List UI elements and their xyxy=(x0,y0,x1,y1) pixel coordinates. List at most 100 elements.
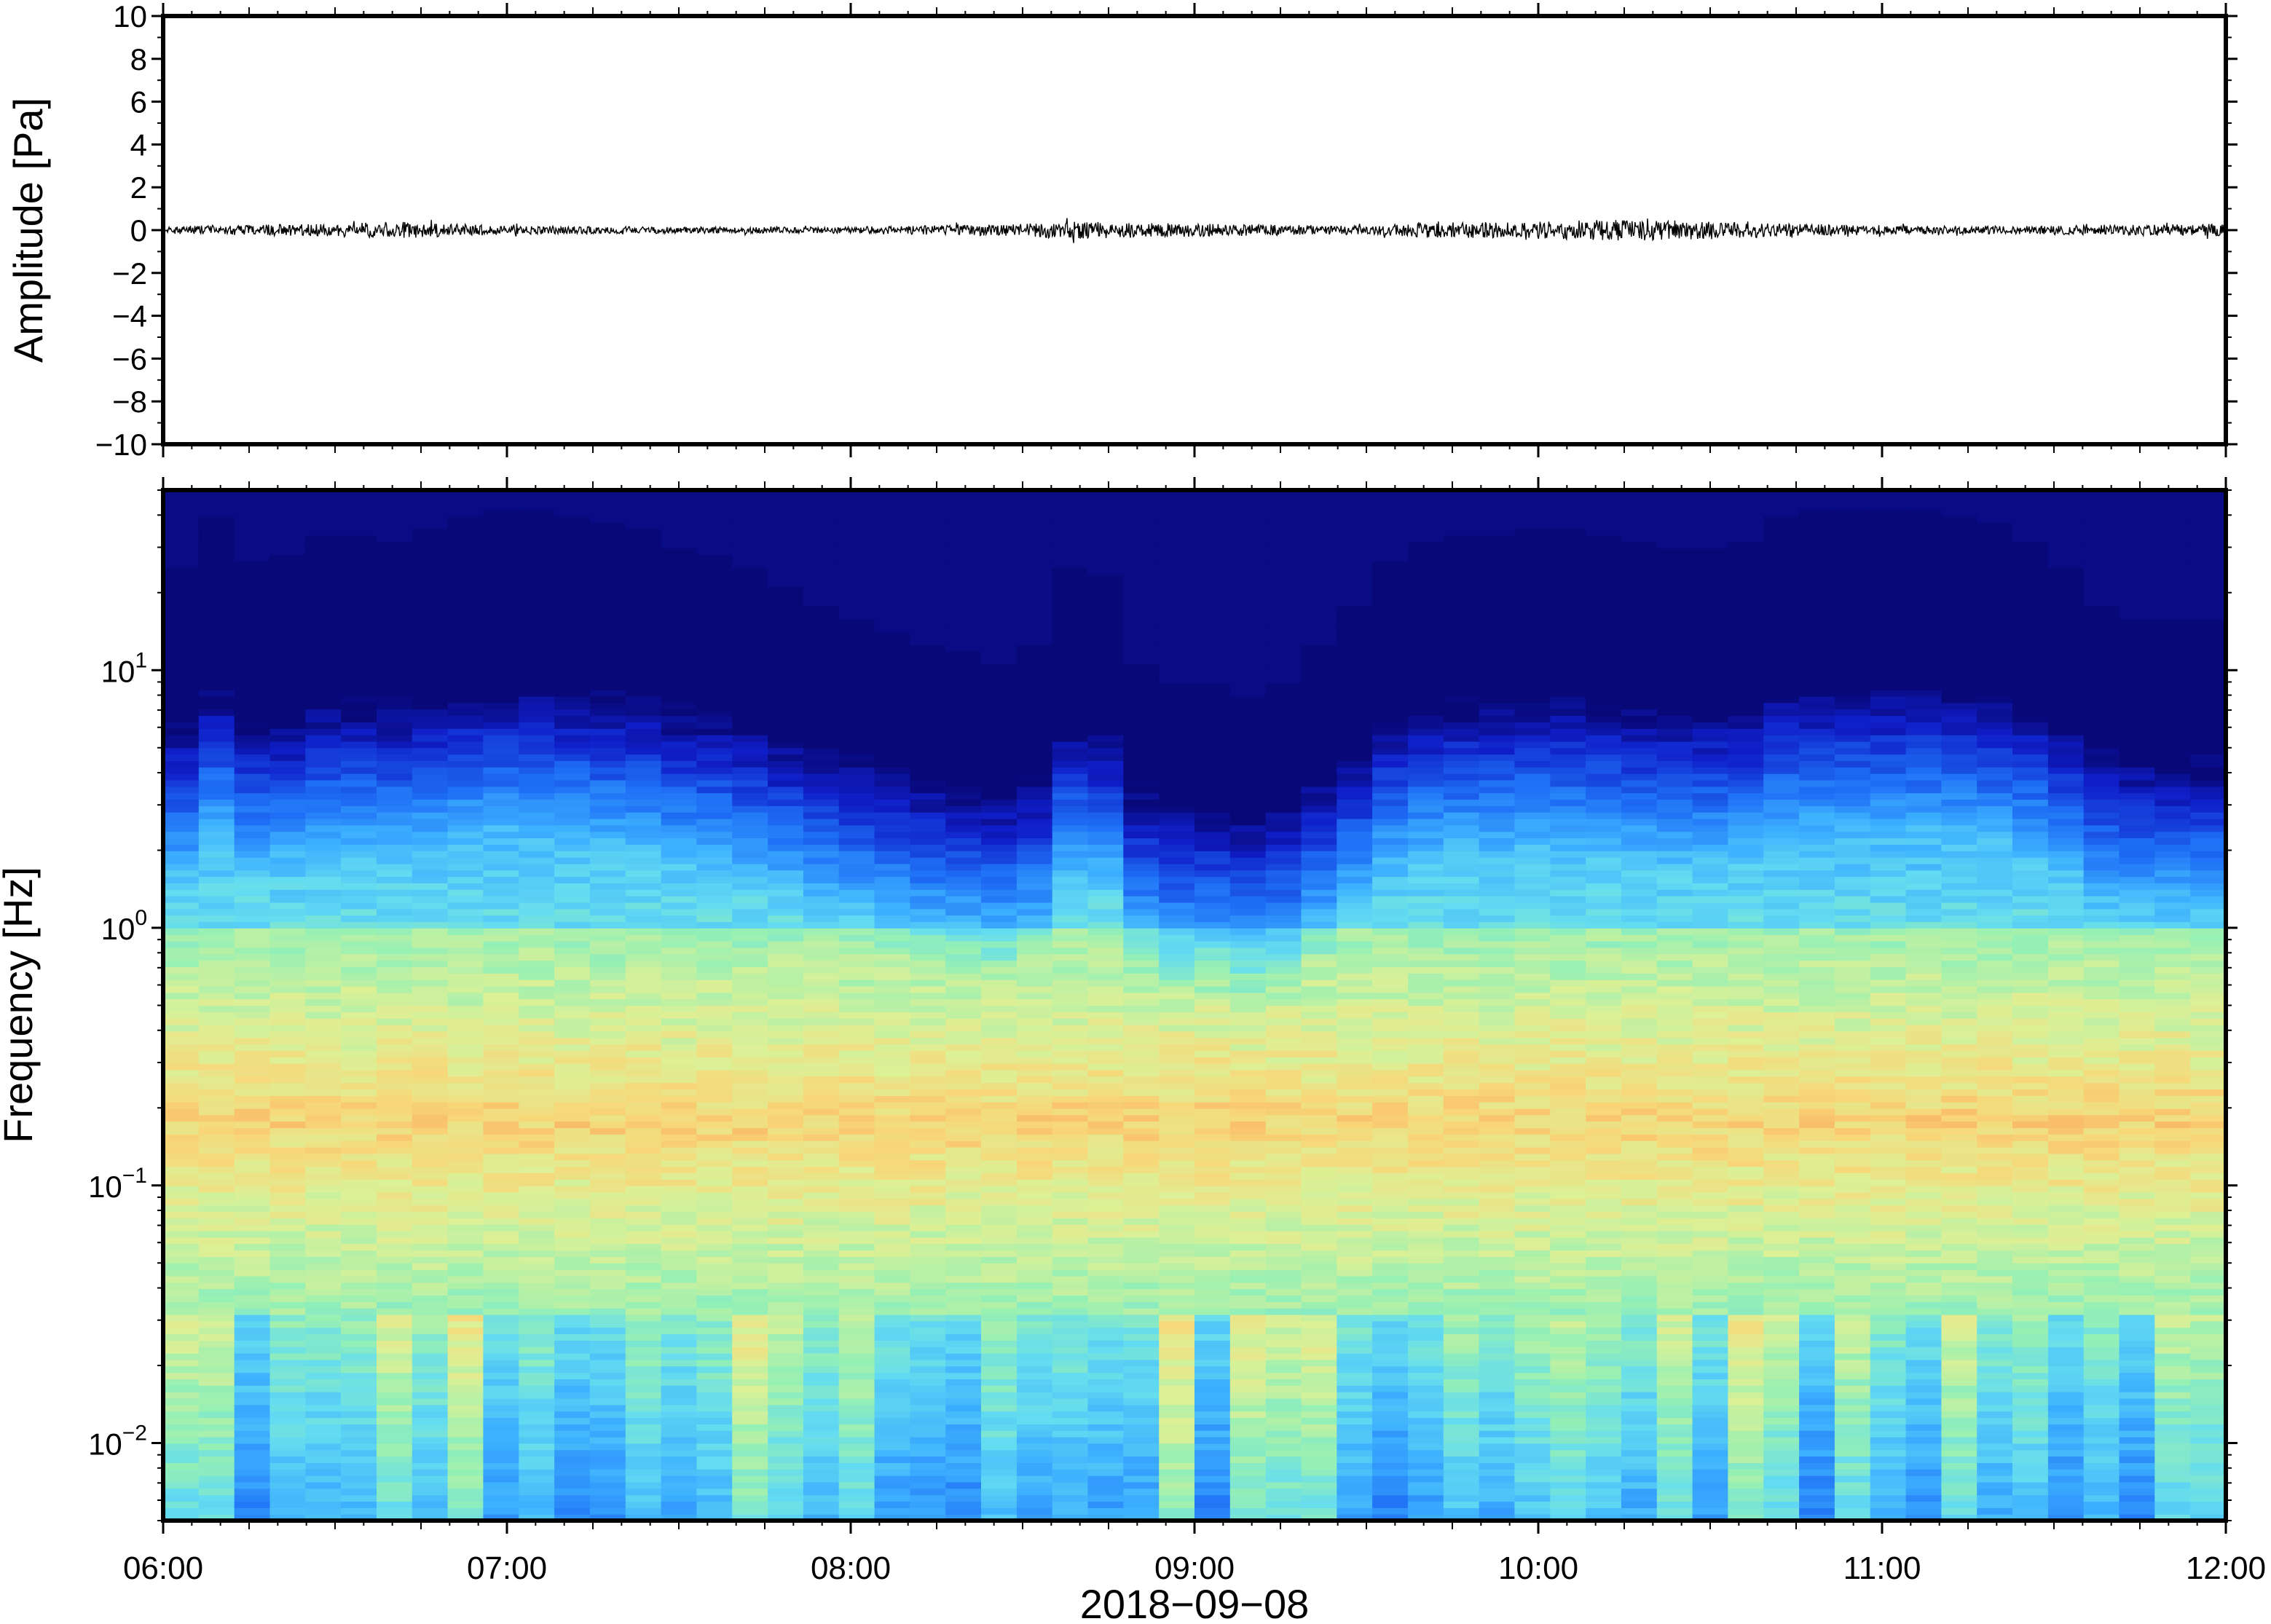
spectrogram-cell xyxy=(945,1475,982,1483)
spectrogram-cell xyxy=(1229,883,1267,890)
spectrogram-cell xyxy=(341,1005,377,1012)
spectrogram-cell xyxy=(447,618,484,626)
spectrogram-cell xyxy=(696,1076,733,1084)
spectrogram-cell xyxy=(305,1494,342,1502)
spectrogram-cell xyxy=(234,1353,271,1360)
spectrogram-cell xyxy=(732,1437,768,1444)
spectrogram-cell xyxy=(803,1205,840,1213)
spectrogram-cell xyxy=(1194,1121,1231,1129)
spectrogram-cell xyxy=(269,966,306,974)
spectrogram-cell xyxy=(234,1243,271,1251)
spectrogram-cell xyxy=(519,1481,555,1489)
spectrogram-cell xyxy=(447,799,484,806)
spectrogram-cell xyxy=(341,606,377,613)
spectrogram-cell xyxy=(625,651,662,658)
spectrogram-cell xyxy=(1016,1186,1053,1193)
spectrogram-cell xyxy=(696,722,733,729)
spectrogram-cell xyxy=(447,896,484,903)
spectrogram-cell xyxy=(483,1275,519,1283)
spectrogram-cell xyxy=(1087,1481,1124,1489)
spectrogram-cell xyxy=(945,1275,982,1283)
spectrogram-cell xyxy=(1229,896,1267,903)
spectrogram-cell xyxy=(1087,1301,1124,1309)
spectrogram-cell xyxy=(910,1385,946,1392)
spectrogram-cell xyxy=(589,1269,626,1277)
spectrogram-cell xyxy=(234,586,271,594)
spectrogram-cell xyxy=(803,1134,840,1141)
spectrogram-cell xyxy=(838,1250,875,1257)
spectrogram-cell xyxy=(1087,928,1124,935)
spectrogram-cell xyxy=(412,657,449,665)
spectrogram-cell xyxy=(732,998,768,1006)
spectrogram-cell xyxy=(377,567,413,575)
spectrogram-cell xyxy=(803,1449,840,1457)
spectrogram-cell xyxy=(1194,998,1231,1006)
spectrogram-cell xyxy=(1087,502,1124,511)
spectrogram-cell xyxy=(163,715,200,722)
spectrogram-cell xyxy=(1052,677,1089,684)
spectrogram-cell xyxy=(589,889,626,896)
spectrogram-cell xyxy=(661,1327,697,1335)
spectrogram-cell xyxy=(1229,1411,1267,1419)
spectrogram-cell xyxy=(412,548,449,555)
spectrogram-cell xyxy=(838,715,875,722)
spectrogram-cell xyxy=(945,567,982,575)
spectrogram-cell xyxy=(589,1231,626,1238)
spectrogram-cell xyxy=(661,960,697,967)
spectrogram-cell xyxy=(589,580,626,588)
spectrogram-cell xyxy=(732,979,768,987)
spectrogram-cell xyxy=(305,902,342,910)
spectrogram-cell xyxy=(981,1012,1018,1019)
spectrogram-cell xyxy=(269,1430,306,1438)
spectrogram-cell xyxy=(696,631,733,639)
spectrogram-cell xyxy=(838,1514,875,1521)
spectrogram-cell xyxy=(838,1314,875,1322)
spectrogram-cell xyxy=(377,599,413,607)
spectrogram-cell xyxy=(1229,1018,1267,1025)
spectrogram-cell xyxy=(589,541,626,549)
spectrogram-cell xyxy=(981,1295,1018,1302)
spectrogram-cell xyxy=(838,1147,875,1154)
spectrogram-cell xyxy=(768,1456,804,1463)
spectrogram-cell xyxy=(874,490,910,497)
spectrogram-cell xyxy=(198,1025,235,1032)
spectrogram-cell xyxy=(732,1275,768,1283)
spectrogram-cell xyxy=(554,1481,591,1489)
spectrogram-cell xyxy=(483,786,519,794)
spectrogram-cell xyxy=(198,541,235,549)
spectrogram-cell xyxy=(768,902,804,910)
spectrogram-cell xyxy=(412,792,449,800)
spectrogram-cell xyxy=(838,1057,875,1064)
spectrogram-cell xyxy=(910,1237,946,1245)
spectrogram-cell xyxy=(874,509,910,516)
spectrogram-cell xyxy=(305,1218,342,1225)
spectrogram-cell xyxy=(447,1494,484,1502)
spectrogram-cell xyxy=(305,1385,342,1392)
spectrogram-cell xyxy=(234,1327,271,1335)
spectrogram-cell xyxy=(377,574,413,581)
spectrogram-cell xyxy=(377,760,413,768)
spectrogram-cell xyxy=(625,1050,662,1057)
spectrogram-cell xyxy=(341,889,377,896)
spectrogram-cell xyxy=(198,1462,235,1470)
spectrogram-cell xyxy=(163,844,200,851)
spectrogram-cell xyxy=(732,1469,768,1476)
spectrogram-cell xyxy=(589,657,626,665)
spectrogram-cell xyxy=(234,1172,271,1180)
spectrogram-cell xyxy=(163,663,200,671)
spectrogram-cell xyxy=(838,1243,875,1251)
spectrogram-cell xyxy=(412,509,449,516)
spectrogram-cell xyxy=(945,1514,982,1521)
spectrogram-cell xyxy=(1194,554,1231,561)
spectrogram-cell xyxy=(661,1108,697,1116)
spectrogram-cell xyxy=(732,496,768,504)
spectrogram-cell xyxy=(1087,805,1124,813)
spectrogram-cell xyxy=(1016,612,1053,620)
spectrogram-cell xyxy=(198,883,235,890)
spectrogram-cell xyxy=(981,786,1018,794)
spectrogram-cell xyxy=(732,1365,768,1373)
spectrogram-cell xyxy=(447,1443,484,1451)
spectrogram-cell xyxy=(874,548,910,555)
spectrogram-cell xyxy=(732,1231,768,1238)
spectrogram-cell xyxy=(945,1353,982,1360)
